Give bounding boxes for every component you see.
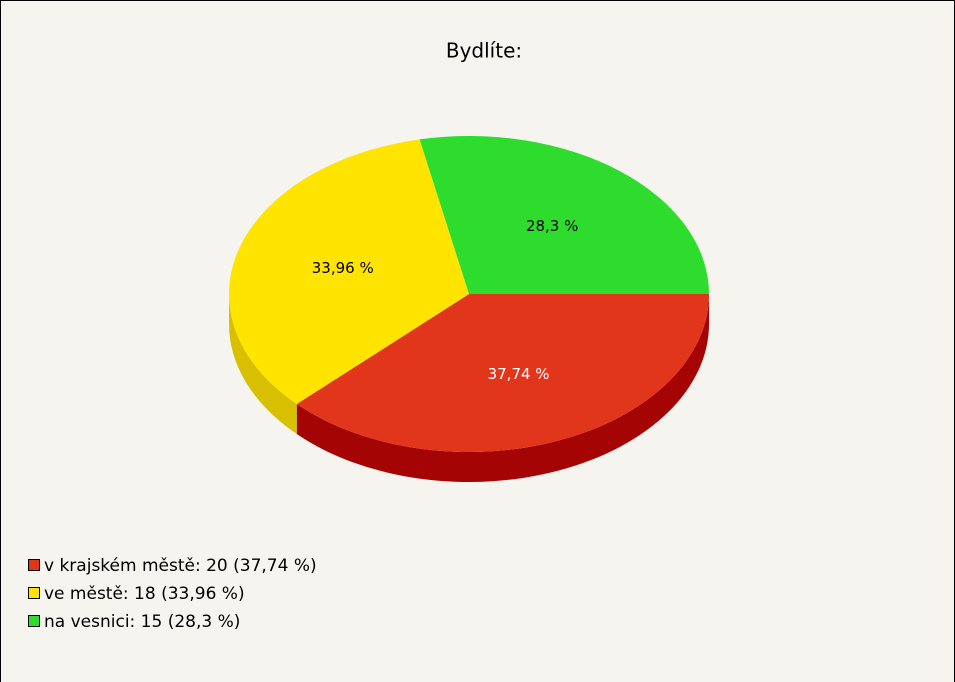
data-label: 33,96 % [312,259,374,277]
pie-side [296,294,709,482]
legend-swatch [28,559,40,571]
pie-slice [229,139,469,405]
pie-slice [296,294,709,453]
pie-side [229,294,297,435]
chart-title: Bydlíte: [446,39,522,63]
legend-label: v krajském městě: 20 (37,74 %) [44,556,317,576]
legend-label: ve městě: 18 (33,96 %) [44,584,245,604]
legend-swatch [28,615,40,627]
legend-label: na vesnici: 15 (28,3 %) [44,612,240,632]
pie-slice [419,135,709,294]
data-label: 37,74 % [488,365,550,383]
legend-swatch [28,587,40,599]
data-label: 28,3 % [526,217,578,235]
